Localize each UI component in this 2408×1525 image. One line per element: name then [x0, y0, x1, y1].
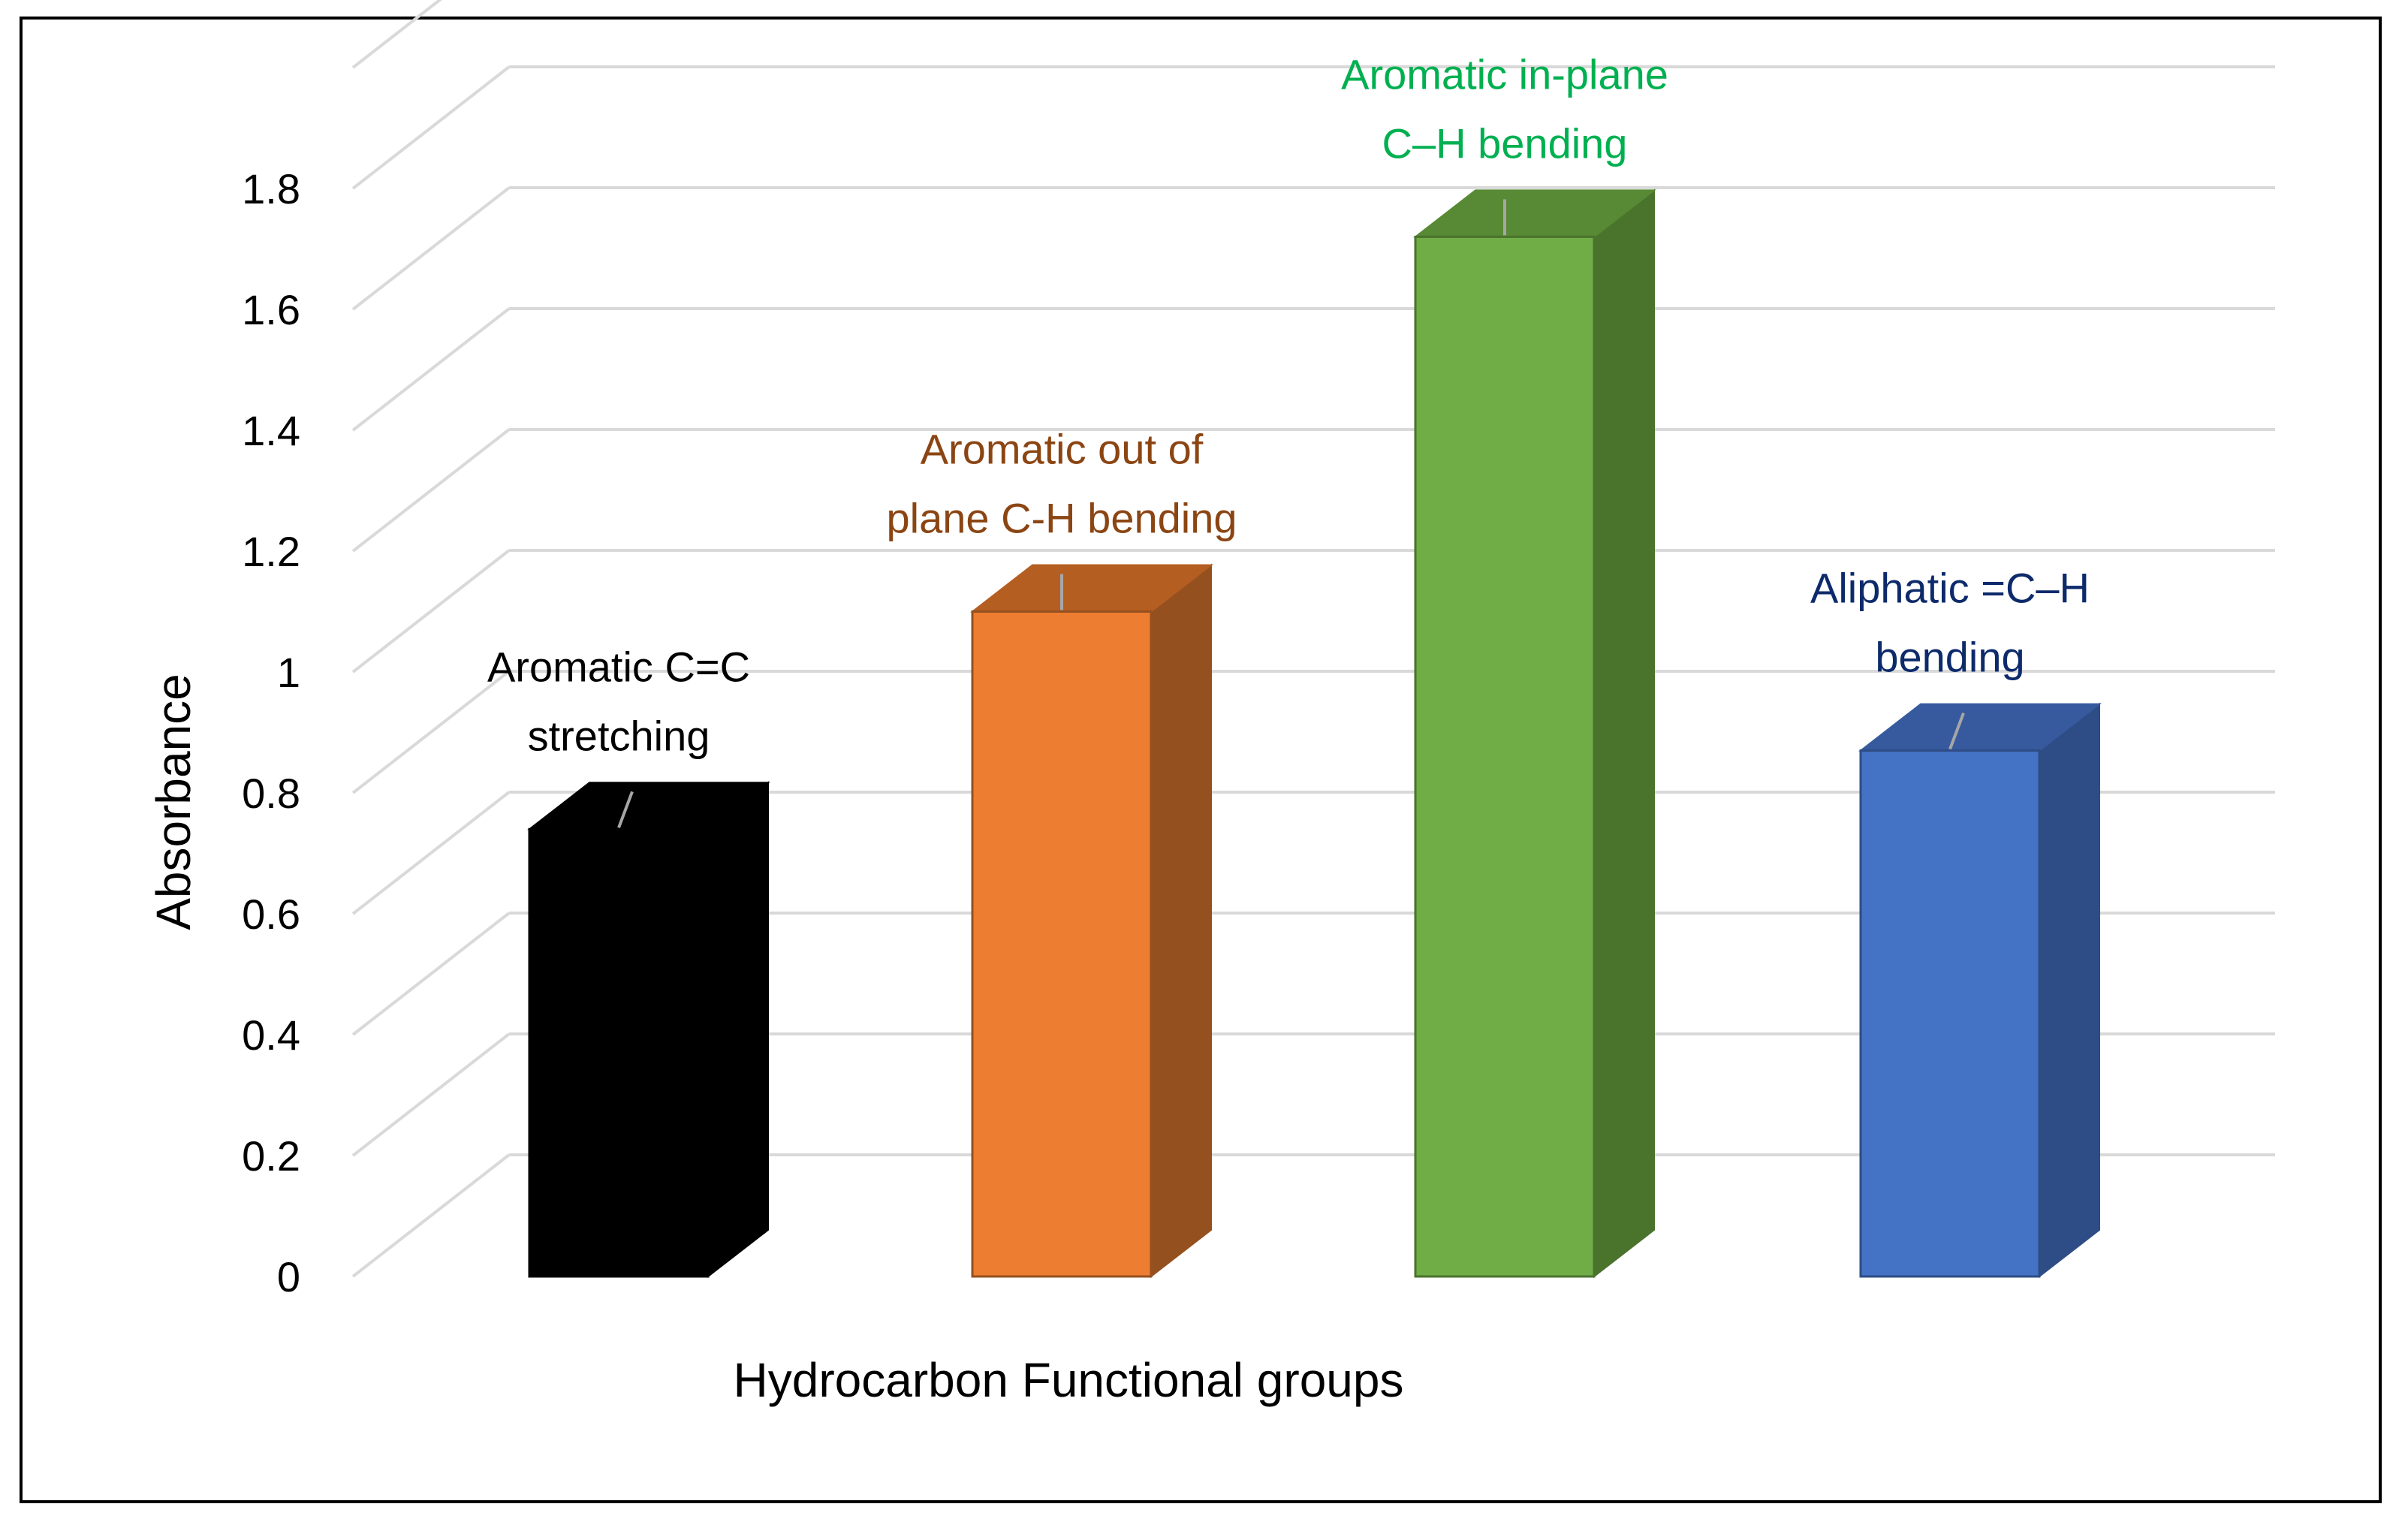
gridline-diagonal [351, 307, 511, 432]
y-tick-label: 1.4 [242, 407, 300, 454]
y-axis-title: Absorbance [146, 674, 200, 930]
bar [1859, 749, 2041, 1278]
y-tick-label: 0 [277, 1253, 300, 1300]
bar [1414, 235, 1596, 1278]
y-tick-label: 1.2 [242, 528, 300, 575]
y-axis-ticks: 0 0.2 0.4 0.6 0.8 1 1.2 1.4 1.6 1.8 [242, 165, 300, 1300]
bar-side [1593, 188, 1655, 1279]
bars [527, 188, 2102, 1279]
label-leader [617, 791, 634, 829]
y-tick-label: 0.6 [242, 891, 300, 938]
gridline-diagonal [351, 65, 511, 190]
data-labels: Aromatic C=C stretching Aromatic out of pla… [487, 50, 2090, 829]
data-label: Aromatic in-plane [1341, 50, 1668, 98]
data-label: stretching [528, 712, 710, 759]
y-tick-label: 0.2 [242, 1132, 300, 1180]
x-axis-title: Hydrocarbon Functional groups [734, 1353, 1404, 1407]
data-label: bending [1875, 634, 2024, 681]
gridline-diagonal [351, 1153, 511, 1278]
data-label: Aromatic out of [921, 426, 1204, 473]
y-tick-label: 1.6 [242, 286, 300, 333]
label-leader [1948, 712, 1965, 750]
gridline-diagonal [351, 428, 511, 553]
data-label: Aliphatic =C–H [1810, 565, 2090, 612]
bar [528, 827, 710, 1278]
bar-side [707, 781, 769, 1279]
gridline-diagonal [351, 912, 511, 1036]
data-label: C–H bending [1382, 119, 1628, 167]
y-tick-label: 0.4 [242, 1011, 300, 1059]
gridline-diagonal [351, 670, 511, 794]
gridline-diagonal [351, 0, 442, 69]
gridline-diagonal [351, 186, 511, 311]
gridline-diagonal [351, 549, 511, 674]
data-label: Aromatic C=C [487, 643, 750, 690]
bar-side [1150, 563, 1212, 1279]
y-tick-label: 0.8 [242, 770, 300, 817]
bar [971, 610, 1153, 1278]
data-label: plane C-H bending [887, 495, 1237, 542]
y-tick-label: 1 [277, 649, 300, 696]
bar-side [2039, 702, 2100, 1279]
gridline-diagonal [351, 1032, 511, 1157]
y-tick-label: 1.8 [242, 165, 300, 212]
gridline-diagonal [351, 791, 511, 915]
